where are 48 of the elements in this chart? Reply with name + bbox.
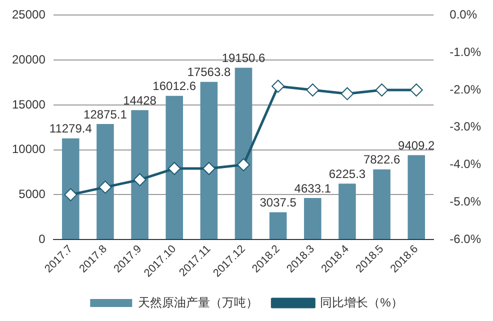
point bbox=[168, 162, 181, 176]
point bbox=[375, 83, 388, 96]
bar bbox=[200, 82, 218, 240]
data-label: 19150.6 bbox=[222, 51, 266, 66]
y-tick-label: 5000 bbox=[18, 186, 46, 201]
bar bbox=[373, 169, 390, 240]
data-label: 14428 bbox=[123, 93, 157, 108]
point bbox=[272, 80, 285, 93]
y2-tick-label: 0.0% bbox=[450, 8, 478, 22]
data-label: 9409.2 bbox=[398, 138, 436, 152]
data-label: 7822.6 bbox=[363, 152, 400, 167]
bar bbox=[131, 110, 148, 240]
y2-tick-label: -3.0% bbox=[450, 120, 482, 134]
data-label: 4633.1 bbox=[294, 181, 332, 196]
bar bbox=[304, 198, 322, 240]
data-label: 6225.3 bbox=[328, 166, 366, 181]
bar bbox=[269, 212, 287, 240]
point bbox=[306, 83, 320, 96]
point bbox=[202, 162, 216, 176]
y2-tick-label: -2.0% bbox=[450, 82, 482, 96]
point bbox=[64, 188, 78, 202]
y2-tick-label: -1.0% bbox=[450, 44, 482, 59]
data-label: 3037.5 bbox=[260, 196, 297, 210]
y-tick-label: 0 bbox=[38, 232, 46, 246]
point bbox=[98, 180, 112, 194]
y2-tick-label: -6.0% bbox=[450, 232, 482, 246]
data-label: 17563.8 bbox=[187, 65, 231, 80]
point bbox=[133, 173, 146, 186]
legend-label: 同比增长（%） bbox=[320, 295, 403, 310]
bar bbox=[166, 96, 184, 240]
data-label: 16012.6 bbox=[152, 79, 196, 94]
y2-tick-label: -4.0% bbox=[450, 157, 482, 172]
y-tick-label: 25000 bbox=[12, 8, 46, 22]
y-tick-label: 20000 bbox=[12, 52, 46, 66]
y-tick-label: 15000 bbox=[12, 97, 46, 112]
bar bbox=[96, 124, 114, 240]
point bbox=[410, 83, 423, 96]
bar bbox=[408, 155, 426, 240]
data-label: 11279.4 bbox=[49, 122, 92, 136]
point bbox=[340, 87, 354, 100]
point bbox=[237, 158, 250, 172]
bar bbox=[234, 68, 252, 240]
bar bbox=[62, 138, 80, 240]
legend-label: 天然原油产量（万吨） bbox=[138, 295, 258, 310]
y2-tick-label: -5.0% bbox=[450, 194, 482, 208]
data-label: 12875.1 bbox=[84, 107, 128, 122]
bar bbox=[338, 184, 356, 240]
y-tick-label: 10000 bbox=[12, 142, 46, 156]
